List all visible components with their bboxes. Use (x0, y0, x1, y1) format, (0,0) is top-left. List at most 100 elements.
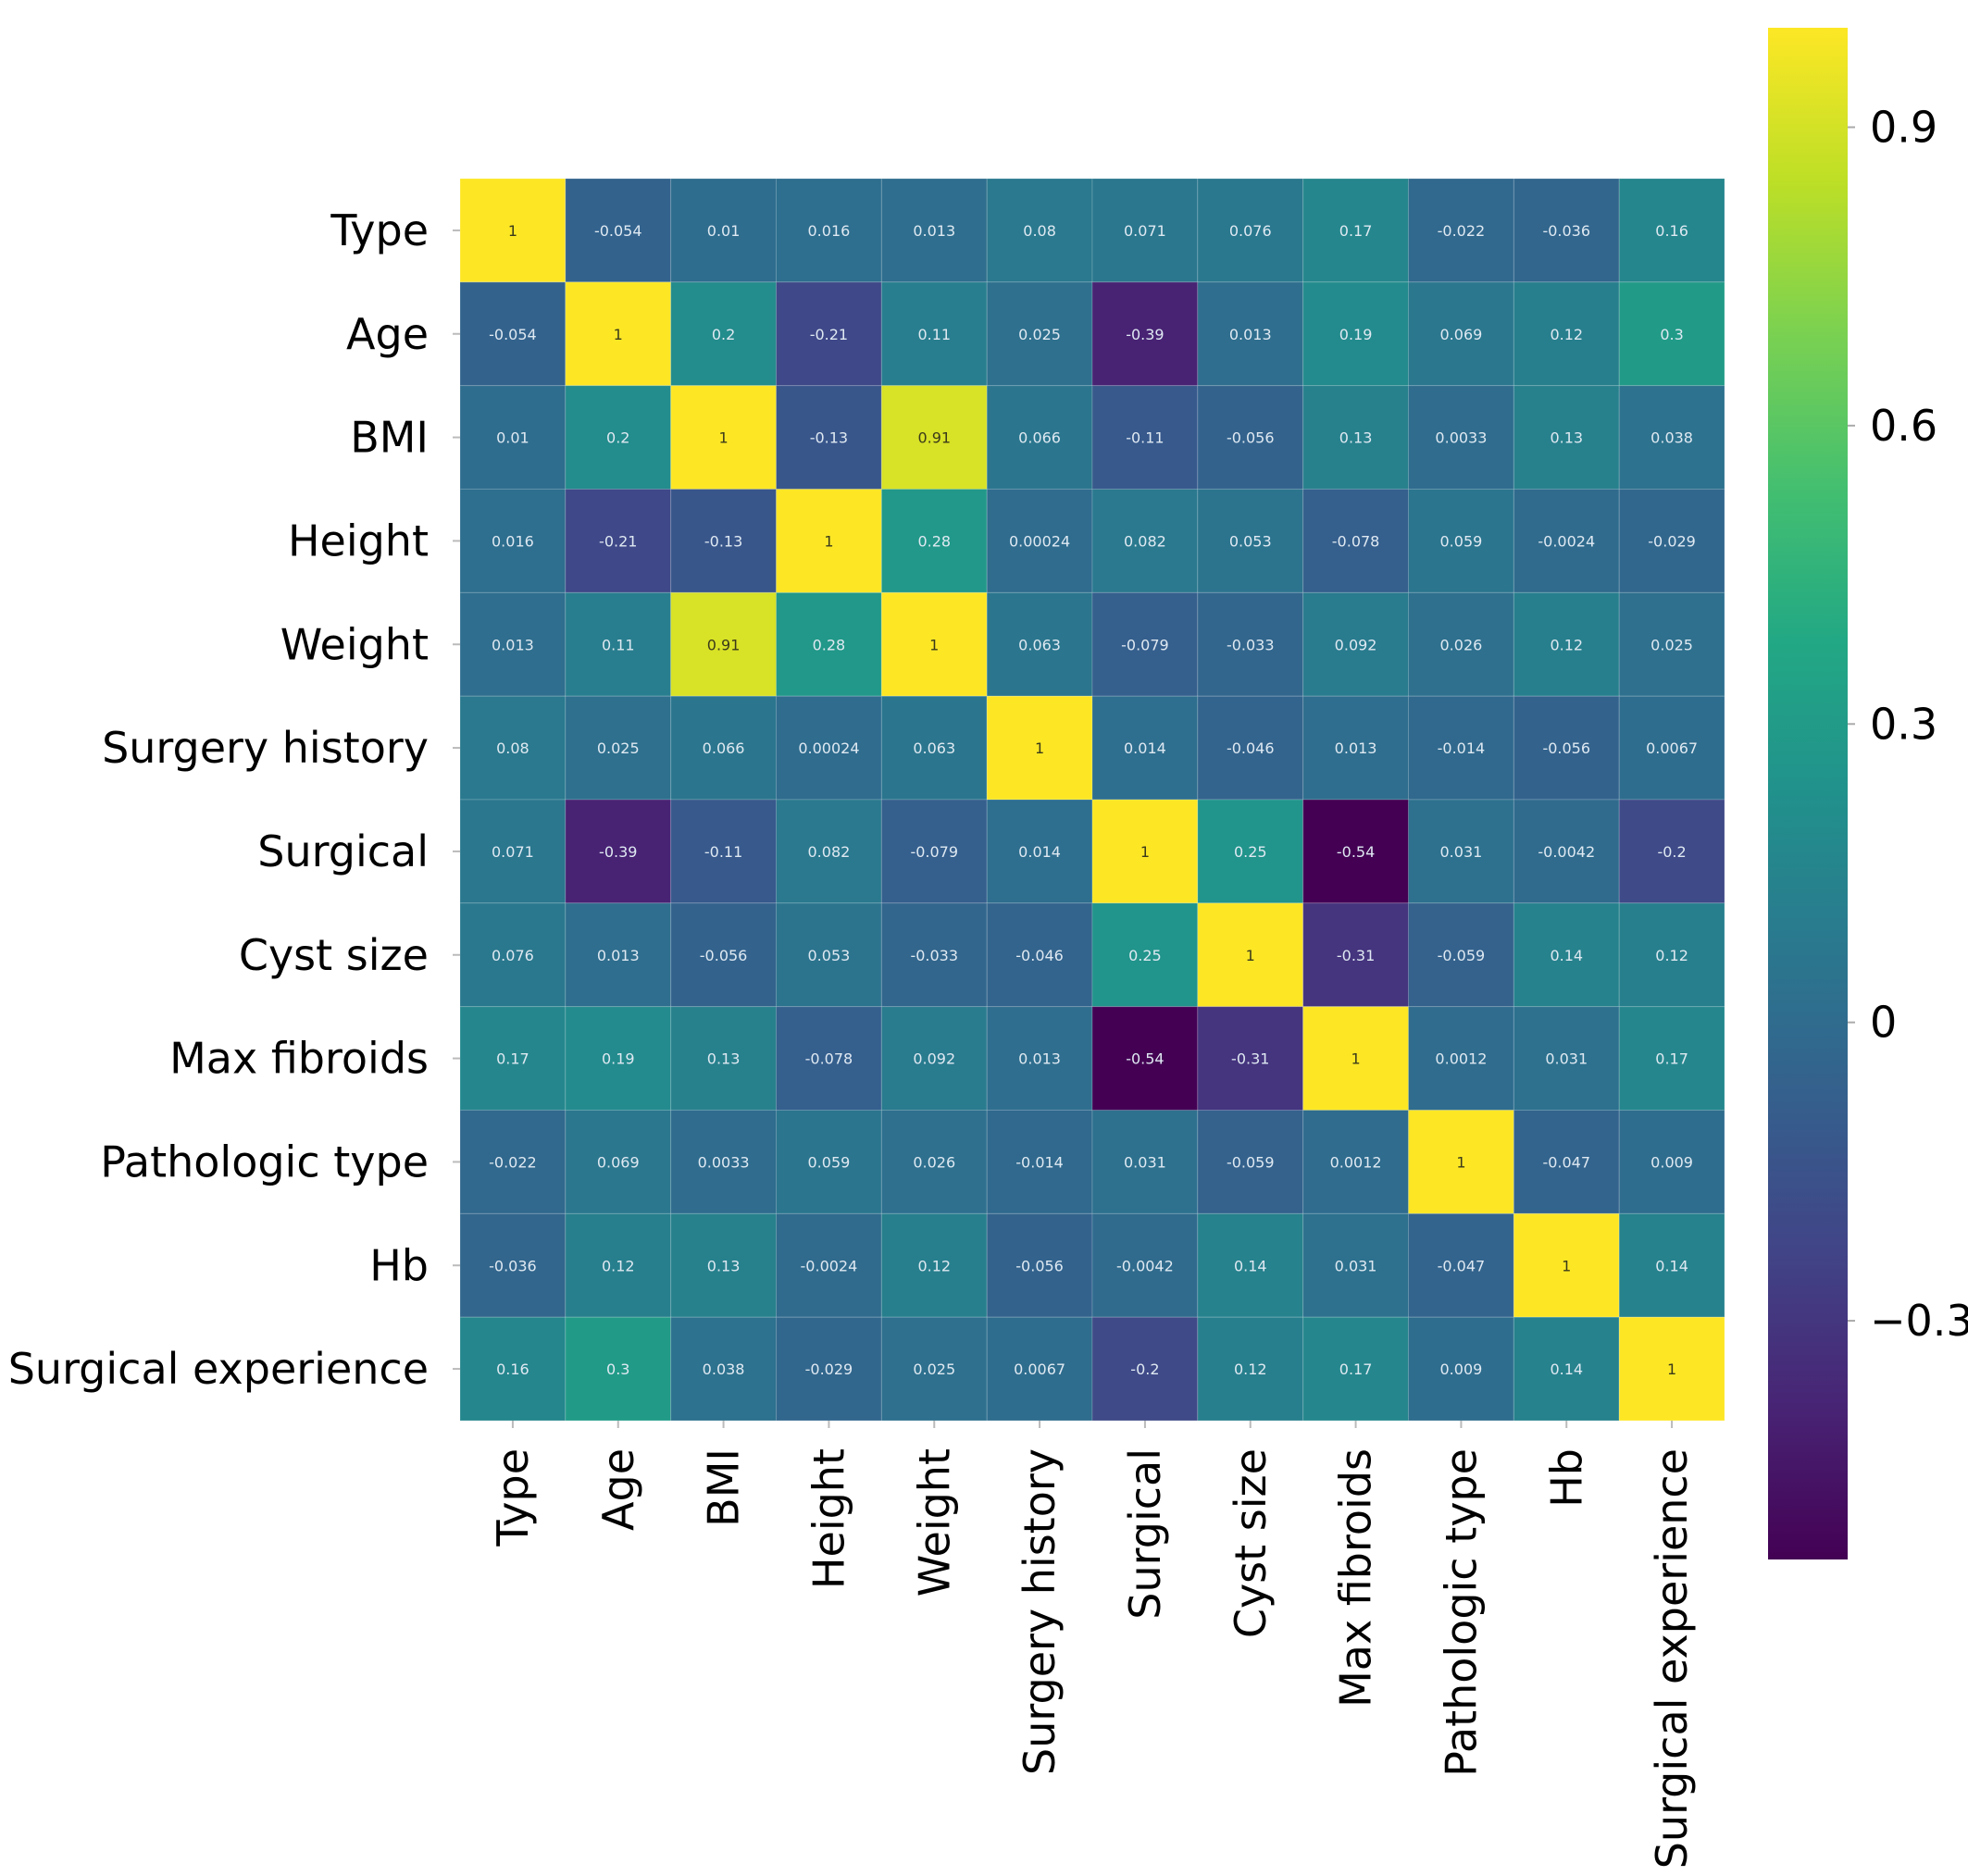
cell-value-label: -0.13 (810, 429, 848, 447)
cell-value-label: 1 (1351, 1050, 1360, 1068)
cell-value-label: -0.54 (1337, 843, 1375, 861)
heatmap-cell (1618, 1110, 1725, 1214)
heatmap-cell (459, 1006, 567, 1111)
x-axis-tick-label: Surgical experience (1647, 1448, 1697, 1869)
heatmap-cell (880, 1110, 988, 1214)
cell-value-label: -0.054 (594, 222, 642, 240)
cell-value-label: -0.022 (489, 1153, 537, 1171)
heatmap-cell (565, 178, 672, 283)
heatmap-cell (1408, 1110, 1514, 1214)
heatmap-cell (776, 799, 882, 904)
cell-value-label: 0.12 (917, 1257, 951, 1274)
cell-value-label: 0.16 (496, 1360, 529, 1378)
cell-value-label: 1 (1562, 1257, 1571, 1274)
y-axis-tick-label: Type (330, 205, 429, 255)
cell-value-label: 0.3 (606, 1360, 629, 1378)
x-axis-tick-label: Pathologic type (1436, 1448, 1486, 1777)
cell-value-label: 0.08 (496, 739, 529, 757)
x-axis-tick-label: Type (488, 1448, 538, 1547)
heatmap-cell (1091, 902, 1199, 1008)
cell-value-label: 0.25 (1128, 947, 1162, 964)
y-axis-tick-label: Age (346, 309, 429, 359)
heatmap-cell (1197, 591, 1304, 697)
heatmap-cell (1408, 178, 1514, 283)
cell-value-label: 0.0067 (1014, 1360, 1065, 1378)
heatmap-cell (1197, 1212, 1304, 1318)
heatmap-cell (565, 591, 672, 697)
heatmap-cell (670, 1212, 778, 1318)
cell-value-label: 1 (929, 636, 939, 653)
heatmap-cell (986, 591, 1093, 697)
cell-value-label: 0.038 (703, 1360, 745, 1378)
heatmap-cell (1408, 591, 1514, 697)
cell-value-label: 0.053 (1229, 532, 1272, 550)
cell-value-label: -0.036 (1542, 222, 1590, 240)
cell-value-label: -0.21 (810, 326, 848, 343)
cell-value-label: 0.025 (1650, 636, 1693, 653)
cell-value-label: 0.13 (1339, 429, 1373, 447)
x-axis-tick-label: Age (593, 1448, 643, 1531)
heatmap-cell (776, 489, 882, 593)
cell-value-label: -0.046 (1015, 947, 1064, 964)
cell-value-label: 0.025 (597, 739, 640, 757)
cell-value-label: 0.076 (1229, 222, 1272, 240)
cell-value-label: -0.39 (599, 843, 637, 861)
heatmap-cell (1302, 281, 1409, 387)
heatmap-cell (880, 902, 988, 1008)
cell-value-label: 1 (1246, 947, 1255, 964)
cell-value-label: 0.066 (1018, 429, 1061, 447)
heatmap-cell (986, 695, 1093, 801)
cell-value-label: 0.069 (1440, 326, 1483, 343)
cell-value-label: 0.01 (496, 429, 529, 447)
cell-value-label: 0.17 (1339, 1360, 1373, 1378)
heatmap-cell (776, 385, 882, 490)
heatmap-cell (986, 1212, 1093, 1318)
colorbar-tick-label: 0.9 (1870, 102, 1937, 152)
x-axis-tick-label: Weight (909, 1448, 959, 1596)
cell-value-label: 0.13 (1550, 429, 1583, 447)
cell-value-label: 0.13 (707, 1050, 741, 1068)
heatmap-cell (670, 1110, 778, 1214)
cell-value-label: -0.036 (489, 1257, 537, 1274)
heatmap-cell (1091, 695, 1199, 801)
colorbar-tick-label: 0 (1870, 998, 1897, 1048)
y-axis-tick-label: BMI (350, 413, 429, 463)
heatmap-cell (1618, 1006, 1725, 1111)
cell-value-label: 0.031 (1335, 1257, 1377, 1274)
heatmap-cell (776, 178, 882, 283)
cell-value-label: -0.11 (1126, 429, 1164, 447)
heatmap-cell (1618, 591, 1725, 697)
heatmap-cell (1618, 1316, 1725, 1422)
cell-value-label: -0.079 (910, 843, 958, 861)
colorbar-tick-label: 0.6 (1870, 401, 1937, 451)
heatmap-cell (565, 1316, 672, 1422)
heatmap-cell (459, 799, 567, 904)
cell-value-label: 0.082 (808, 843, 851, 861)
cell-value-label: 1 (1035, 739, 1044, 757)
cell-value-label: 0.016 (808, 222, 851, 240)
cell-value-label: 0.053 (808, 947, 851, 964)
heatmap-cell (1091, 1006, 1199, 1111)
heatmap-cell (1408, 1212, 1514, 1318)
heatmap-cell (459, 385, 567, 490)
x-axis-tick-label: Hb (1541, 1448, 1591, 1508)
cell-value-label: 0.013 (1018, 1050, 1061, 1068)
x-axis-tick-label: Height (803, 1448, 853, 1589)
cell-value-label: -0.13 (704, 532, 742, 550)
heatmap-cell (459, 281, 567, 387)
cell-value-label: -0.54 (1126, 1050, 1164, 1068)
heatmap-cell (1408, 1006, 1514, 1111)
heatmap-cell (565, 1212, 672, 1318)
heatmap-cell (670, 1316, 778, 1422)
x-axis-tick-label: Surgery history (1015, 1448, 1065, 1775)
cell-value-label: 0.19 (602, 1050, 635, 1068)
cell-value-label: 0.092 (1335, 636, 1377, 653)
heatmap-cell (986, 1316, 1093, 1422)
heatmap-cells: 1 -0.054 0.01 0.016 0.013 0.08 0.071 0.076 0.17 -… (459, 178, 1725, 1422)
y-axis-tick-label: Cyst size (239, 930, 429, 980)
cell-value-label: 0.059 (1440, 532, 1483, 550)
heatmap-cell (1091, 799, 1199, 904)
heatmap-cell (1091, 1110, 1199, 1214)
heatmap-cell (1302, 591, 1409, 697)
cell-value-label: 0.14 (1550, 947, 1583, 964)
